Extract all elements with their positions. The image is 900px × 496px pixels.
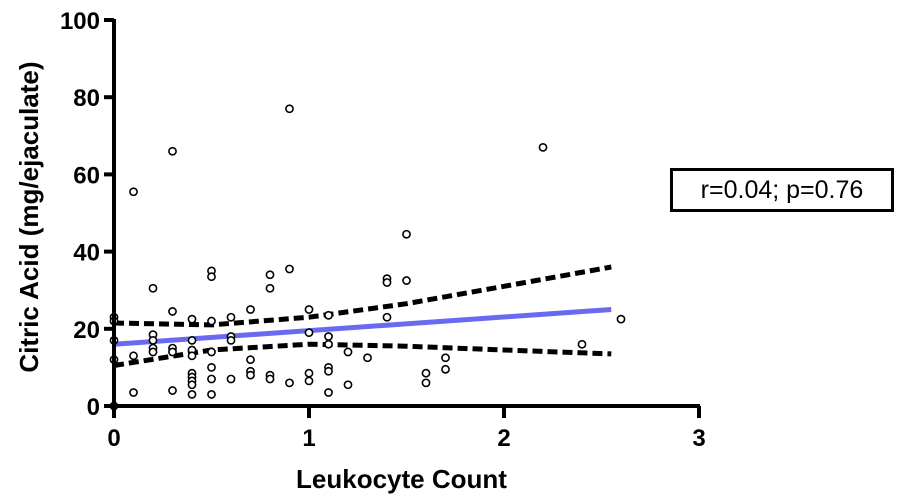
data-point — [265, 283, 275, 293]
data-point — [441, 364, 450, 374]
data-point — [246, 355, 255, 365]
data-point — [265, 270, 275, 280]
data-point — [226, 374, 236, 384]
data-point — [226, 335, 236, 345]
regression-line — [113, 307, 612, 347]
data-point — [168, 386, 177, 395]
data-point — [148, 283, 158, 293]
data-point — [304, 376, 314, 386]
confidence-band-upper — [113, 264, 612, 328]
data-point — [538, 142, 548, 152]
data-point — [207, 374, 216, 384]
data-point — [324, 366, 333, 376]
data-point — [324, 339, 333, 349]
y-tick-label: 40 — [73, 240, 100, 267]
data-point — [402, 229, 411, 239]
data-point — [148, 335, 158, 345]
data-point — [168, 307, 177, 316]
data-point — [324, 310, 333, 320]
data-point — [421, 368, 431, 378]
data-point — [187, 390, 197, 399]
data-point — [129, 351, 138, 361]
data-point — [187, 314, 197, 324]
data-point — [207, 316, 216, 326]
data-point — [265, 374, 275, 384]
data-point — [577, 339, 587, 349]
x-tick-label: 2 — [497, 425, 510, 452]
data-point — [187, 380, 197, 390]
data-point — [363, 353, 372, 363]
data-point — [421, 378, 431, 388]
data-point — [324, 388, 333, 397]
axes — [112, 19, 700, 408]
data-point — [207, 362, 216, 372]
x-tick-label: 3 — [692, 425, 705, 452]
data-point — [207, 390, 216, 399]
data-point — [187, 351, 197, 361]
data-point — [343, 347, 353, 357]
data-point — [148, 347, 158, 357]
y-tick-label: 100 — [60, 8, 100, 35]
data-point — [304, 328, 314, 338]
x-tick-label: 1 — [302, 425, 315, 452]
data-point — [129, 187, 138, 197]
data-point — [304, 368, 314, 378]
y-tick-label: 60 — [73, 162, 100, 189]
x-axis-title: Leukocyte Count — [296, 464, 507, 494]
plot-area — [109, 104, 626, 411]
y-tick-label: 0 — [87, 394, 100, 421]
data-point — [168, 347, 177, 357]
data-point — [207, 272, 216, 282]
data-point — [441, 353, 450, 363]
y-axis-title: Citric Acid (mg/ejaculate) — [14, 61, 44, 372]
data-point — [382, 312, 392, 322]
stats-annotation-text: r=0.04; p=0.76 — [700, 175, 864, 204]
data-point — [285, 378, 294, 388]
data-point — [402, 276, 411, 285]
data-point — [285, 264, 294, 274]
data-point — [246, 305, 255, 314]
data-point — [129, 388, 138, 397]
data-point — [343, 380, 353, 390]
stats-annotation: r=0.04; p=0.76 — [670, 168, 894, 212]
data-point — [168, 146, 177, 156]
data-point — [616, 314, 626, 324]
y-tick-label: 80 — [73, 85, 100, 112]
y-tick-label: 20 — [73, 317, 100, 344]
x-tick-label: 0 — [107, 425, 120, 452]
data-point — [246, 370, 255, 380]
data-point — [304, 305, 314, 314]
data-point — [207, 347, 216, 357]
data-point — [285, 104, 294, 114]
data-point — [187, 335, 197, 345]
data-point — [382, 278, 392, 287]
data-point — [324, 332, 333, 341]
ticks: 0 20 40 60 80 100 0 1 2 3 — [60, 8, 706, 452]
data-point — [226, 312, 236, 322]
